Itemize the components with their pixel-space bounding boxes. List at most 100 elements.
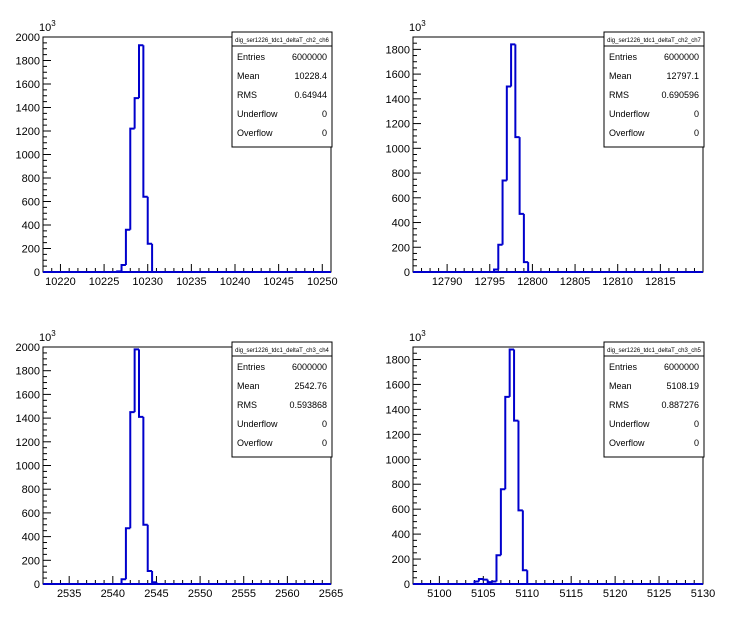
histogram-bin [146,524,153,572]
y-tick-label: 1200 [386,429,410,441]
stats-label: RMS [609,90,629,100]
histogram-bin [501,179,507,245]
stats-value: 12797.1 [666,71,699,81]
y-tick-label: 800 [392,168,410,180]
histogram-bin [142,45,148,198]
histogram-bin [510,43,516,87]
histogram-bin [499,488,506,556]
y-tick-label: 200 [22,555,40,567]
histogram-bin [486,579,493,584]
stats-label: Entries [237,362,266,372]
x-tick-label: 2555 [231,588,255,600]
x-tick-label: 10245 [263,276,294,288]
y-tick-label: 1800 [16,366,40,378]
stats-value: 6000000 [664,362,699,372]
y-tick-label: 1600 [16,79,40,91]
stats-value: 0.887276 [661,400,699,410]
x-axis: 2535 2540 2545 2550 2555 2560 2565 [42,576,343,600]
stats-box-title: dig_ser1226_tdc1_deltaT_ch2_ch7 [607,38,701,44]
histogram-bin [129,411,135,529]
histogram-bin [522,213,529,264]
histogram-bin [491,580,497,583]
stats-label: Underflow [237,109,278,119]
stats-value: 0.593868 [289,400,327,410]
histogram-bin [142,416,148,526]
histogram-bin [517,420,523,512]
stats-value: 0.64944 [294,90,327,100]
histogram-bin [521,510,528,572]
stats-box-title: dig_ser1226_tdc1_deltaT_ch3_ch5 [607,348,701,354]
histogram-bin [477,578,484,582]
x-tick-label: 10235 [176,276,207,288]
y-tick-label: 1800 [386,354,410,366]
y-tick-label: 1200 [16,437,40,449]
stats-label: Mean [237,71,260,81]
x-tick-label: 2535 [57,588,81,600]
x-tick-label: 10230 [132,276,163,288]
stats-label: RMS [609,400,629,410]
stats-value: 0 [694,438,699,448]
stats-label: Mean [237,381,260,391]
histogram-bin [518,137,524,215]
y-tick-label: 600 [392,504,410,516]
y-tick-label: 400 [392,529,410,541]
stats-value: 0 [322,128,327,138]
stats-value: 6000000 [664,52,699,62]
y-tick-label: 1600 [16,389,40,401]
x-axis: 10220 10225 10230 10235 10240 10245 10250 [42,264,338,288]
x-axis: 5100 5105 5110 5115 5120 5125 5130 [412,576,715,600]
y-tick-label: 400 [22,220,40,232]
histogram-panel-1: 0 200 400 600 800 1000 1200 1400 1600 1800 2000103… [16,19,338,288]
x-tick-label: 5130 [691,588,715,600]
stats-label: RMS [237,400,257,410]
x-tick-label: 5115 [559,588,583,600]
y-tick-label: 600 [392,193,410,205]
y-tick-label: 800 [392,479,410,491]
y-tick-label: 800 [22,484,40,496]
y-exponent-label: 103 [409,19,426,34]
x-tick-label: 2565 [319,588,343,600]
histogram-bin [138,44,144,99]
histogram-bin [514,44,520,139]
histogram-bin [504,395,510,490]
histogram-panel-4: 0 200 400 600 800 1000 1200 1400 1600 1800 103 5100… [386,329,716,600]
x-tick-label: 2540 [101,588,125,600]
y-tick-label: 1400 [386,94,410,106]
histogram-bin [124,527,131,580]
stats-box-frame [231,341,333,458]
stats-label: Underflow [609,419,650,429]
stats-box-title: dig_ser1226_tdc1_deltaT_ch2_ch6 [235,38,329,44]
histogram-bin [120,263,126,272]
stats-label: Entries [609,52,638,62]
histogram-bin [120,578,126,584]
y-tick-label: 1600 [386,379,410,391]
x-tick-label: 5120 [603,588,627,600]
histogram-bin [146,196,153,245]
y-tick-label: 1000 [386,143,410,155]
x-tick-label: 10225 [89,276,120,288]
stats-box-frame [603,341,705,458]
x-tick-label: 12800 [517,276,548,288]
stats-label: RMS [237,90,257,100]
stats-box: dig_ser1226_tdc1_deltaT_ch3_ch5 Entries 60… [603,341,705,458]
y-tick-label: 0 [404,267,410,279]
stats-value: 2542.76 [294,381,327,391]
x-tick-label: 2545 [144,588,168,600]
histogram-bin [473,580,479,584]
x-tick-label: 10240 [220,276,251,288]
histogram-bin [513,349,519,422]
x-tick-label: 10250 [307,276,338,288]
stats-value: 10228.4 [294,71,327,81]
y-tick-label: 1200 [16,126,40,138]
stats-box-title: dig_ser1226_tdc1_deltaT_ch3_ch4 [235,348,329,354]
stats-box-frame [603,31,705,148]
histogram-bin [508,348,515,397]
x-tick-label: 12810 [602,276,633,288]
stats-box: dig_ser1226_tdc1_deltaT_ch3_ch4 Entries 60… [231,341,333,458]
histogram-panel-3: 0 200 400 600 800 1000 1200 1400 1600 1800 2000103… [16,329,344,600]
histogram-series [413,43,703,273]
y-tick-label: 1400 [16,103,40,115]
stats-label: Overflow [609,128,645,138]
